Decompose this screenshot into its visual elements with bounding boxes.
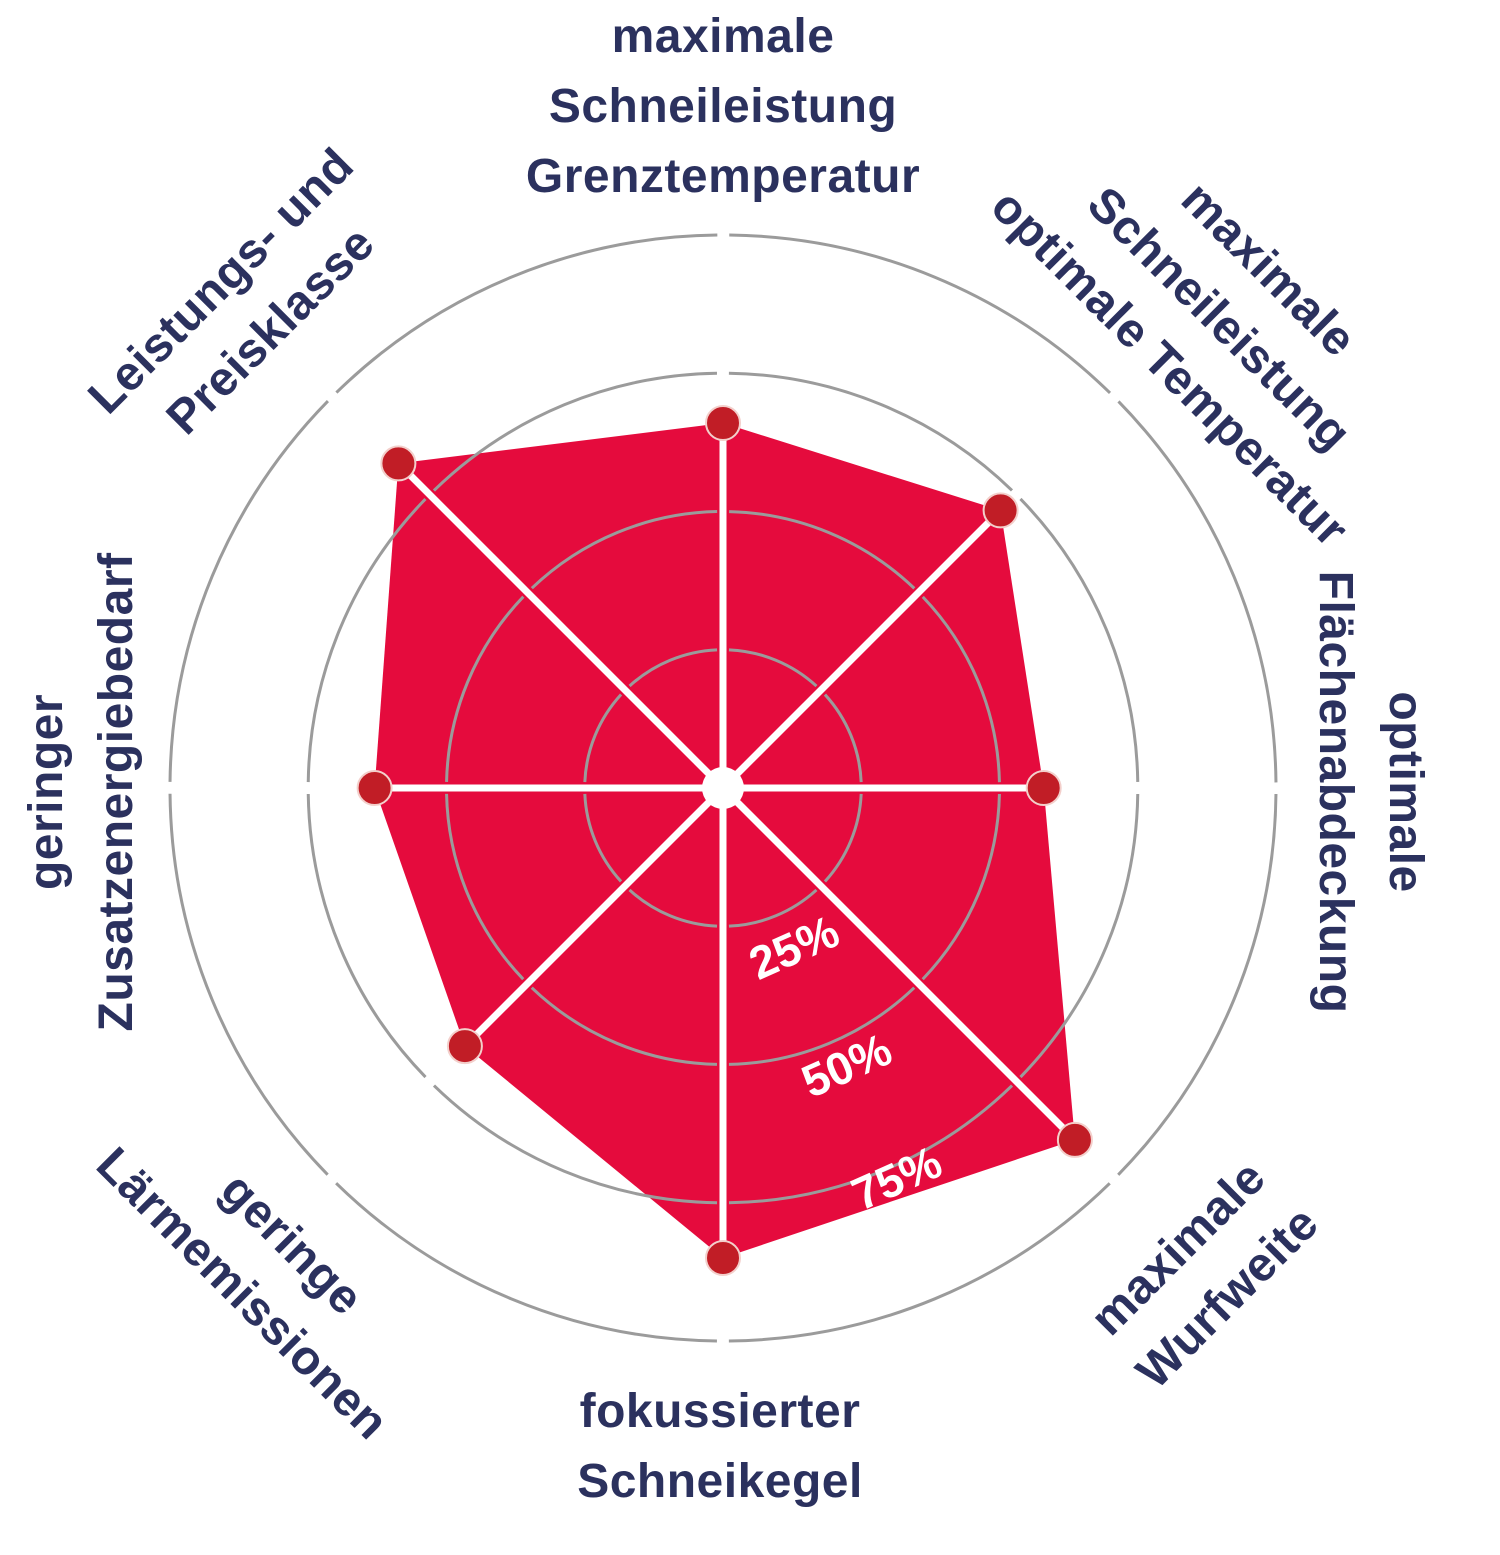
- vertex-dot-preisklasse: [380, 445, 417, 482]
- axis-label-line: maximale: [612, 10, 835, 63]
- vertex-dot-wurfweite: [1056, 1121, 1093, 1158]
- axis-label-zusatzenergiebedarf: geringer Zusatzenergiebedarf: [20, 552, 143, 1031]
- vertex-dot-schneikegel: [705, 1240, 741, 1276]
- axis-label-line: Zusatzenergiebedarf: [90, 552, 143, 1031]
- axis-label-preisklasse: Leistungs- und Preisklasse: [78, 138, 384, 444]
- spoke-wurfweite: [720, 785, 1078, 1143]
- axis-label-line: geringer: [20, 694, 73, 890]
- axis-label-laermemissionen: geringe Lärmemissionen: [86, 1138, 398, 1450]
- axis-label-wurfweite: maximale Wurfweite: [1081, 1151, 1329, 1399]
- axis-label-flaechenabdeckung: optimale Flächenabdeckung: [1309, 571, 1432, 1014]
- axis-label-line: optimale: [1379, 691, 1432, 892]
- radar-plot: 25%50%75%: [168, 233, 1278, 1343]
- axis-label-grenztemperatur: maximale Schneileistung Grenztemperatur: [526, 10, 920, 203]
- axis-label-line: Flächenabdeckung: [1309, 571, 1362, 1014]
- vertex-dot-laermemissionen: [446, 1028, 483, 1065]
- vertex-dot-grenztemperatur: [705, 405, 741, 441]
- axis-label-line: Schneileistung: [549, 80, 897, 133]
- center-dot: [702, 767, 744, 809]
- axis-label-line: fokussierter: [580, 1385, 861, 1438]
- axis-label-line: Grenztemperatur: [526, 150, 920, 203]
- vertex-dot-optimale-temperatur: [982, 492, 1019, 529]
- spoke-optimale-temperatur: [720, 507, 1004, 791]
- vertex-dot-flaechenabdeckung: [1025, 770, 1062, 806]
- axis-label-optimale-temperatur: maximale Schneileistung optimale Tempera…: [981, 172, 1366, 557]
- spoke-laermemissionen: [462, 785, 726, 1049]
- axis-label-line: Schneikegel: [577, 1455, 863, 1508]
- spoke-preisklasse: [395, 460, 726, 791]
- axis-label-schneikegel: fokussierter Schneikegel: [577, 1385, 863, 1508]
- vertex-dot-zusatzenergiebedarf: [356, 770, 393, 806]
